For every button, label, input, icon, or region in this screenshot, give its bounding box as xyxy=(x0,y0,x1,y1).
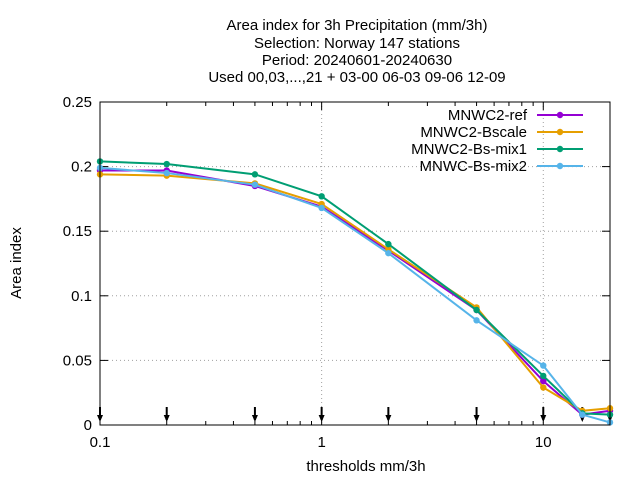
threshold-marker-arrow xyxy=(473,415,480,422)
data-point xyxy=(251,171,259,178)
legend: MNWC2-refMNWC2-BscaleMNWC2-Bs-mix1MNWC-B… xyxy=(411,107,583,175)
data-point xyxy=(163,169,170,177)
data-point xyxy=(473,317,480,324)
legend-swatch-point xyxy=(556,162,564,170)
data-point xyxy=(540,377,547,385)
y-axis-ticks: 0 0.05 0.1 0.15 0.2 0.25 xyxy=(63,94,610,434)
legend-label: MNWC2-Bscale xyxy=(420,124,527,141)
title-line-4: Used 00,03,...,21 + 03-00 06-03 09-06 12… xyxy=(208,69,505,86)
series-line-4 xyxy=(99,166,611,424)
data-point xyxy=(473,306,480,314)
legend-swatch-point xyxy=(556,145,564,153)
plot-frame xyxy=(99,101,611,426)
y-tick-label: 0.1 xyxy=(71,288,92,305)
data-point xyxy=(579,411,586,418)
x-axis-label: thresholds mm/3h xyxy=(306,458,425,475)
data-point xyxy=(540,362,547,369)
data-point xyxy=(540,384,547,391)
y-tick-label: 0 xyxy=(84,417,92,434)
data-point xyxy=(318,204,325,212)
data-point xyxy=(251,181,259,188)
title-line-3: Period: 20240601-20240630 xyxy=(262,52,452,69)
legend-label: MNWC-Bs-mix2 xyxy=(420,158,527,175)
threshold-marker-arrow xyxy=(251,415,258,422)
title-line-2: Selection: Norway 147 stations xyxy=(254,35,460,52)
threshold-marker-arrow xyxy=(318,415,325,422)
data-point xyxy=(540,372,547,380)
title-line-1: Area index for 3h Precipitation (mm/3h) xyxy=(227,17,488,34)
threshold-marker-arrow xyxy=(163,415,170,422)
data-point xyxy=(163,160,170,168)
threshold-marker-arrow xyxy=(385,415,392,422)
chart-title: Area index for 3h Precipitation (mm/3h) … xyxy=(208,17,505,86)
y-tick-label: 0.25 xyxy=(63,94,92,111)
data-point xyxy=(318,193,325,200)
series-lines xyxy=(96,158,614,426)
x-tick-label: 1 xyxy=(317,434,325,451)
legend-label: MNWC2-Bs-mix1 xyxy=(411,141,527,158)
x-tick-label: 10 xyxy=(535,434,552,451)
y-tick-label: 0.15 xyxy=(63,223,92,240)
legend-swatch-point xyxy=(556,128,564,136)
x-axis-ticks: 0.1 1 10 xyxy=(90,102,552,451)
y-tick-label: 0.2 xyxy=(71,159,92,176)
legend-label: MNWC2-ref xyxy=(448,107,528,124)
y-axis-label: Area index xyxy=(8,227,25,299)
data-point xyxy=(385,240,392,248)
threshold-markers xyxy=(97,407,613,422)
series-line-1 xyxy=(100,169,611,416)
legend-swatch-point xyxy=(556,111,564,119)
series-line-2 xyxy=(99,173,611,412)
y-tick-label: 0.05 xyxy=(63,352,92,369)
x-tick-label: 0.1 xyxy=(90,434,111,451)
threshold-marker-arrow xyxy=(540,415,547,422)
data-point xyxy=(385,249,392,257)
